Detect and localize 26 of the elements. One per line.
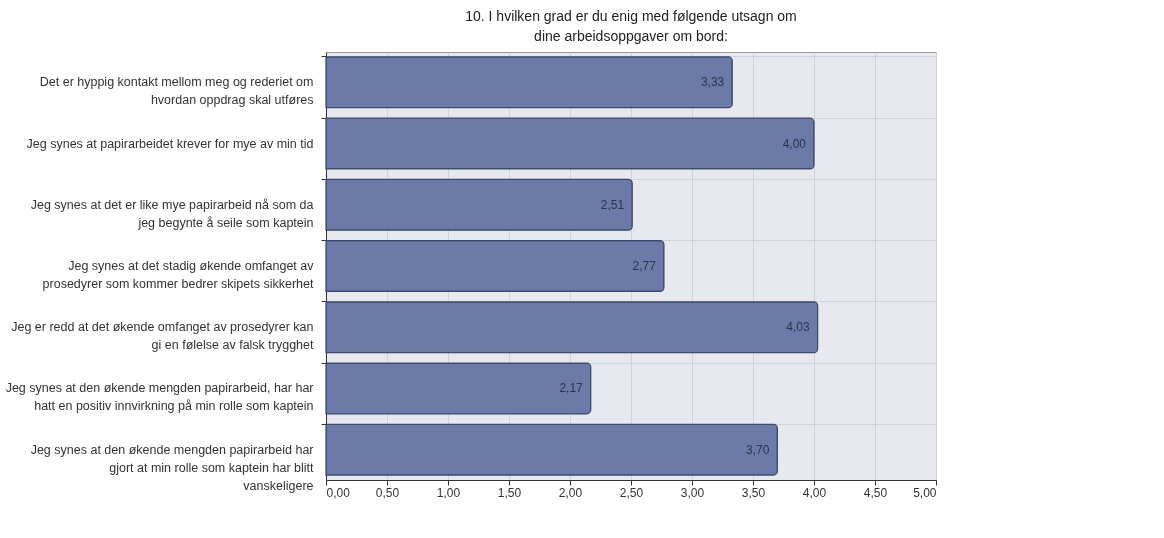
x-tick-label: 2,50 <box>619 485 644 500</box>
x-tick-label: 0,00 <box>326 485 351 500</box>
x-tick-label: 1,50 <box>497 485 522 500</box>
x-tick-label: 0,50 <box>375 485 400 500</box>
x-tick-label: 3,00 <box>680 485 705 500</box>
x-tick-label: 4,50 <box>863 485 888 500</box>
data-label: 3,70 <box>746 442 770 457</box>
data-label: 2,77 <box>632 259 657 273</box>
y-tick-label: Jeg synes at det er like mye papirarbeid nå som da jeg begynte å seile som kaptein <box>30 197 314 230</box>
y-tick-label: Jeg synes at den økende mengden papirarbeid har gjort at min rolle som kaptein har blitt vanskeligere <box>30 442 315 493</box>
y-tick-label: Jeg er redd at det økende omfanget av prosedyrer kan gi en følelse av falsk trygghet <box>11 320 315 353</box>
x-tick-label: 1,00 <box>436 485 461 500</box>
data-label: 3,33 <box>700 75 725 90</box>
y-tick-label: Det er hyppig kontakt mellom meg og rederiet om hvordan oppdrag skal utføres <box>39 75 314 108</box>
y-tick-label: Jeg synes at den økende mengden papirarbeid, har har hatt en positiv innvirkning på min rolle som kaptein <box>5 381 314 414</box>
x-tick-label: 5,00 <box>913 485 937 500</box>
chart-title: 10. I hvilken grad er du enig med følgende utsagn om dine arbeidsoppgaver om bord: <box>465 8 797 44</box>
x-tick-label: 3,50 <box>741 485 766 500</box>
y-tick-label: Jeg synes at det stadig økende omfanget av prosedyrer som kommer bedrer skipets sikkerhet <box>42 259 315 291</box>
x-tick-label: 2,00 <box>558 485 583 500</box>
x-tick-label: 4,00 <box>802 485 827 500</box>
data-label: 4,00 <box>782 136 807 151</box>
data-label: 4,03 <box>786 320 810 335</box>
data-label: 2,17 <box>559 381 584 396</box>
y-tick-label: Jeg synes at papirarbeidet krever for mye av min tid <box>26 136 314 151</box>
data-label: 2,51 <box>600 197 625 212</box>
